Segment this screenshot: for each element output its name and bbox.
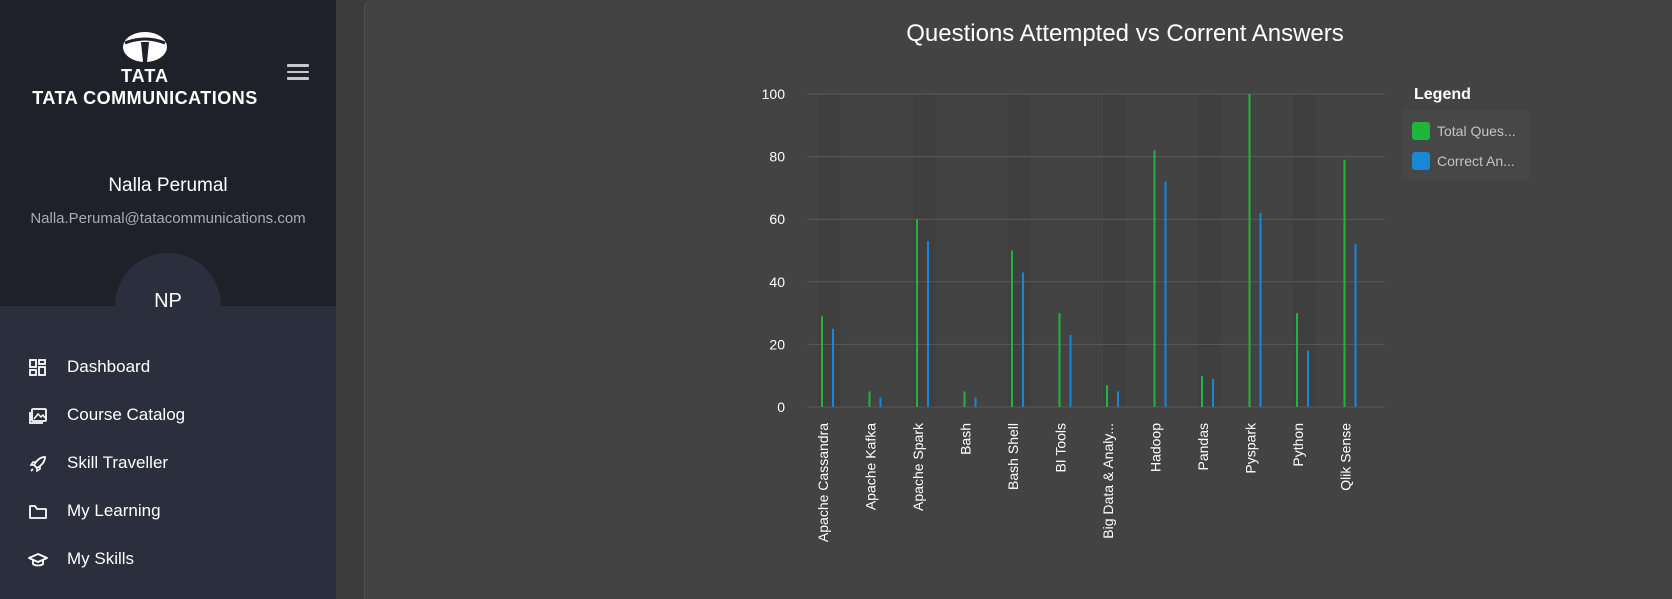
x-tick-label: Apache Cassandra — [815, 423, 831, 542]
sidebar-item-label: Dashboard — [67, 357, 151, 376]
bar-total — [1296, 313, 1298, 407]
bar-correct — [1117, 391, 1119, 407]
bar-correct — [1307, 350, 1309, 407]
y-tick-label: 20 — [769, 336, 785, 352]
bar-total — [1011, 250, 1013, 407]
category-band — [1293, 94, 1316, 407]
x-tick-label: Apache Spark — [910, 422, 926, 511]
category-band — [913, 94, 936, 407]
dashboard-icon — [29, 359, 46, 376]
sidebar-item-label: Course Catalog — [67, 405, 186, 424]
bar-correct — [927, 241, 929, 407]
logo-company-name: TATA COMMUNICATIONS — [32, 88, 258, 108]
bar-total — [1248, 94, 1251, 407]
x-tick-label: Python — [1290, 423, 1306, 467]
logo-wordmark: TATA — [121, 66, 169, 86]
rocket-icon — [29, 456, 46, 473]
bar-correct — [832, 328, 834, 407]
legend-item-correct[interactable]: Correct An... — [1412, 151, 1515, 171]
category-band — [1008, 94, 1031, 407]
category-band — [818, 94, 841, 407]
sidebar-item-dashboard[interactable]: Dashboard — [0, 344, 336, 392]
bar-total — [963, 391, 966, 407]
bar-total — [1153, 150, 1156, 407]
legend-swatch-correct — [1412, 152, 1430, 170]
hamburger-menu-icon[interactable] — [285, 60, 311, 84]
x-tick-label: Apache Kafka — [863, 423, 879, 510]
bar-chart: 0 20 40 60 80 100 Apache Cassandra Apache Kafka… — [762, 86, 1385, 542]
sidebar-nav: Dashboard Course Catalog Skill Traveller — [0, 344, 336, 584]
legend-item-total[interactable]: Total Ques... — [1412, 121, 1516, 141]
legend-swatch-total — [1412, 122, 1430, 140]
sidebar-item-skill-traveller[interactable]: Skill Traveller — [0, 440, 336, 488]
course-catalog-icon — [29, 408, 47, 424]
x-tick-label: Big Data & Analy... — [1100, 423, 1116, 539]
folder-icon — [29, 505, 47, 519]
category-band — [1198, 94, 1221, 407]
bar-correct — [1022, 272, 1024, 407]
x-tick-label: Pyspark — [1243, 422, 1259, 474]
bar-total — [1058, 313, 1061, 407]
sidebar-item-label: Skill Traveller — [67, 453, 169, 472]
bar-total — [821, 316, 823, 407]
x-tick-label: Pandas — [1195, 423, 1211, 470]
user-email: Nalla.Perumal@tatacommunications.com — [30, 210, 306, 227]
sidebar-item-my-learning[interactable]: My Learning — [0, 488, 336, 536]
tata-logo[interactable]: TATA TATA COMMUNICATIONS — [22, 30, 268, 116]
y-tick-label: 80 — [769, 149, 785, 165]
bar-correct — [879, 397, 882, 407]
bar-correct — [974, 397, 977, 407]
avatar-initials: NP — [154, 290, 182, 312]
sidebar-item-label: My Learning — [67, 501, 161, 520]
x-tick-label: Qlik Sense — [1338, 423, 1354, 491]
x-tick-label: Bash — [958, 423, 974, 455]
y-tick-label: 40 — [769, 274, 785, 290]
sidebar: TATA TATA COMMUNICATIONS Nalla Perumal N… — [0, 0, 336, 599]
y-tick-label: 0 — [777, 399, 785, 415]
sidebar-item-course-catalog[interactable]: Course Catalog — [0, 392, 336, 440]
bar-total — [1106, 385, 1108, 407]
bar-correct — [1069, 335, 1072, 407]
bar-total — [916, 219, 918, 407]
x-tick-label: Bash Shell — [1005, 423, 1021, 490]
sidebar-item-my-skills[interactable]: My Skills — [0, 536, 336, 584]
legend-title: Legend — [1414, 86, 1471, 103]
bar-correct — [1259, 212, 1262, 407]
category-band — [1103, 94, 1126, 407]
legend-label-total: Total Ques... — [1437, 123, 1516, 139]
graduation-cap-icon — [28, 553, 48, 567]
x-tick-label: Hadoop — [1148, 423, 1164, 472]
bar-total — [1201, 375, 1203, 407]
user-name: Nalla Perumal — [108, 175, 228, 196]
chart-title: Questions Attempted vs Corrent Answers — [906, 20, 1344, 47]
bar-correct — [1354, 244, 1357, 407]
bar-correct — [1164, 181, 1167, 407]
x-tick-label: BI Tools — [1053, 423, 1069, 473]
sidebar-item-label: My Skills — [67, 549, 135, 568]
y-tick-label: 60 — [769, 211, 785, 227]
bar-correct — [1212, 378, 1214, 407]
bar-total — [1343, 159, 1346, 407]
bar-total — [868, 391, 871, 407]
tata-emblem-icon — [123, 32, 167, 62]
y-tick-label: 100 — [762, 86, 786, 102]
sidebar-nav-section — [0, 306, 336, 599]
legend-label-correct: Correct An... — [1437, 153, 1515, 169]
